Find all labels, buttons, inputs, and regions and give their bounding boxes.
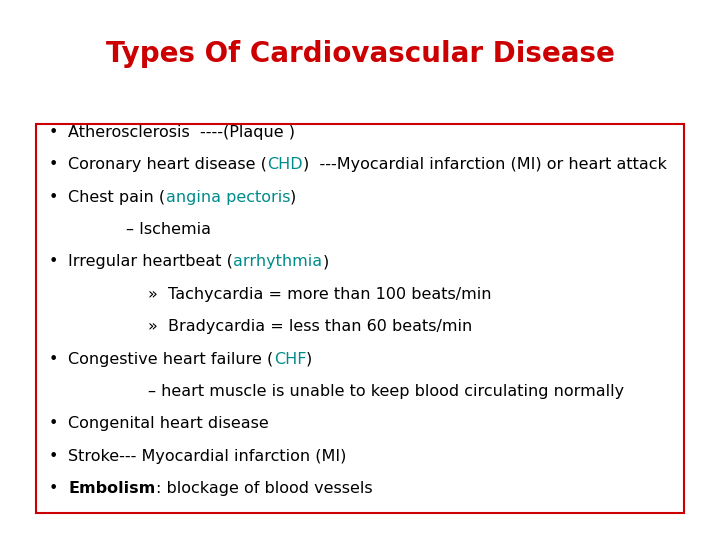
Text: •: • <box>49 157 58 172</box>
Text: Atherosclerosis  ----(Plaque ): Atherosclerosis ----(Plaque ) <box>68 125 295 140</box>
Text: •: • <box>49 352 58 367</box>
Text: Congestive heart failure (: Congestive heart failure ( <box>68 352 274 367</box>
Text: angina pectoris: angina pectoris <box>166 190 290 205</box>
Text: »  Tachycardia = more than 100 beats/min: » Tachycardia = more than 100 beats/min <box>148 287 491 302</box>
Text: – heart muscle is unable to keep blood circulating normally: – heart muscle is unable to keep blood c… <box>148 384 624 399</box>
Text: •: • <box>49 416 58 431</box>
Text: Chest pain (: Chest pain ( <box>68 190 166 205</box>
Text: •: • <box>49 481 58 496</box>
Text: Congenital heart disease: Congenital heart disease <box>68 416 269 431</box>
Text: Types Of Cardiovascular Disease: Types Of Cardiovascular Disease <box>106 40 614 69</box>
Text: •: • <box>49 125 58 140</box>
Text: Stroke--- Myocardial infarction (MI): Stroke--- Myocardial infarction (MI) <box>68 449 347 464</box>
Text: •: • <box>49 254 58 269</box>
Text: arrhythmia: arrhythmia <box>233 254 323 269</box>
Text: •: • <box>49 449 58 464</box>
Text: ): ) <box>306 352 312 367</box>
Text: •: • <box>49 190 58 205</box>
Text: ): ) <box>290 190 296 205</box>
Text: : blockage of blood vessels: : blockage of blood vessels <box>156 481 372 496</box>
Text: »  Bradycardia = less than 60 beats/min: » Bradycardia = less than 60 beats/min <box>148 319 472 334</box>
Text: Embolism: Embolism <box>68 481 156 496</box>
Text: Irregular heartbeat (: Irregular heartbeat ( <box>68 254 233 269</box>
Text: CHF: CHF <box>274 352 306 367</box>
Text: – Ischemia: – Ischemia <box>126 222 211 237</box>
Text: Coronary heart disease (: Coronary heart disease ( <box>68 157 267 172</box>
Text: CHD: CHD <box>267 157 303 172</box>
Text: ): ) <box>323 254 328 269</box>
Text: )  ---Myocardial infarction (MI) or heart attack: ) ---Myocardial infarction (MI) or heart… <box>303 157 667 172</box>
